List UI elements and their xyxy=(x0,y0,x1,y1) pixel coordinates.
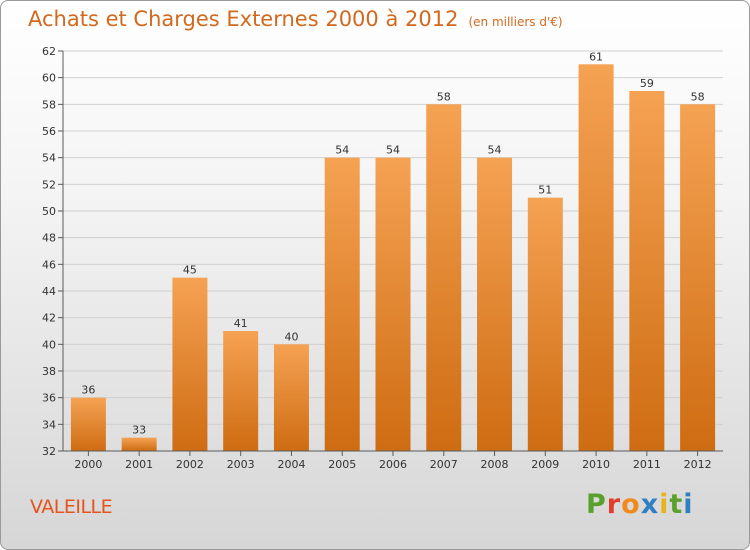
logo-letter: r xyxy=(606,489,622,520)
bar-value-label: 33 xyxy=(132,424,146,437)
y-tick-label: 56 xyxy=(42,125,56,138)
x-tick-label: 2008 xyxy=(481,458,509,471)
commune-name: VALEILLE xyxy=(30,496,113,518)
y-tick-label: 44 xyxy=(42,285,56,298)
bar xyxy=(273,344,309,451)
x-tick-label: 2010 xyxy=(582,458,610,471)
bar xyxy=(223,331,259,451)
logo-letter: i xyxy=(683,489,694,520)
x-tick-label: 2004 xyxy=(277,458,305,471)
bar-value-label: 45 xyxy=(183,264,197,277)
y-tick-label: 46 xyxy=(42,258,56,271)
chart-title: Achats et Charges Externes 2000 à 2012 (e… xyxy=(28,7,563,31)
x-tick-label: 2007 xyxy=(430,458,458,471)
bar xyxy=(680,104,716,451)
y-tick-label: 54 xyxy=(42,152,56,165)
y-tick-label: 62 xyxy=(42,45,56,58)
y-tick-label: 50 xyxy=(42,205,56,218)
x-tick-label: 2005 xyxy=(328,458,356,471)
bar-value-label: 58 xyxy=(691,90,705,103)
y-tick-label: 48 xyxy=(42,232,56,245)
bar xyxy=(121,437,157,451)
x-tick-label: 2001 xyxy=(125,458,153,471)
bar xyxy=(70,397,106,451)
axes: 32 34 36 38 40 42 44 46 48 50 52 54 56 58 60 62 2000 2001… xyxy=(42,45,723,471)
bar-value-label: 36 xyxy=(81,384,95,397)
logo-letter: o xyxy=(621,489,641,520)
x-tick-label: 2006 xyxy=(379,458,407,471)
y-tick-label: 52 xyxy=(42,178,56,191)
y-tick-label: 42 xyxy=(42,312,56,325)
x-tick-label: 2000 xyxy=(74,458,102,471)
bar-value-label: 41 xyxy=(234,317,248,330)
y-tick-label: 40 xyxy=(42,338,56,351)
bar-value-label: 51 xyxy=(538,184,552,197)
bar xyxy=(578,64,614,452)
x-tick-label: 2012 xyxy=(684,458,712,471)
chart-title-text: Achats et Charges Externes 2000 à 2012 xyxy=(28,7,459,31)
y-tick-label: 34 xyxy=(42,418,56,431)
logo-letter: x xyxy=(640,489,660,520)
y-tick-label: 60 xyxy=(42,72,56,85)
bar-value-label: 59 xyxy=(640,77,654,90)
y-tick-label: 38 xyxy=(42,365,56,378)
bar xyxy=(324,157,360,451)
bar xyxy=(629,91,665,451)
logo-letter: t xyxy=(669,489,684,520)
y-tick-label: 32 xyxy=(42,445,56,458)
bar xyxy=(172,277,208,451)
x-tick-label: 2011 xyxy=(633,458,661,471)
chart-unit: (en milliers d'€) xyxy=(468,15,563,29)
bar-value-label: 40 xyxy=(284,330,298,343)
bar xyxy=(375,157,411,451)
y-tick-label: 36 xyxy=(42,392,56,405)
bar-value-label: 54 xyxy=(386,144,400,157)
x-tick-label: 2009 xyxy=(531,458,559,471)
logo-letter: P xyxy=(586,489,607,520)
bar-value-label: 61 xyxy=(589,50,603,63)
logo-letter: i xyxy=(659,489,670,520)
bar-value-label: 54 xyxy=(488,144,502,157)
x-tick-label: 2002 xyxy=(176,458,204,471)
bar-value-label: 54 xyxy=(335,144,349,157)
proxiti-logo[interactable]: Proxiti xyxy=(586,489,694,520)
bars: 36 33 45 41 40 54 54 58 54 51 61 59 58 xyxy=(70,50,716,452)
y-tick-label: 58 xyxy=(42,98,56,111)
bar xyxy=(426,104,462,451)
bar xyxy=(527,197,563,451)
bar xyxy=(477,157,513,451)
bar-value-label: 58 xyxy=(437,90,451,103)
x-tick-label: 2003 xyxy=(227,458,255,471)
